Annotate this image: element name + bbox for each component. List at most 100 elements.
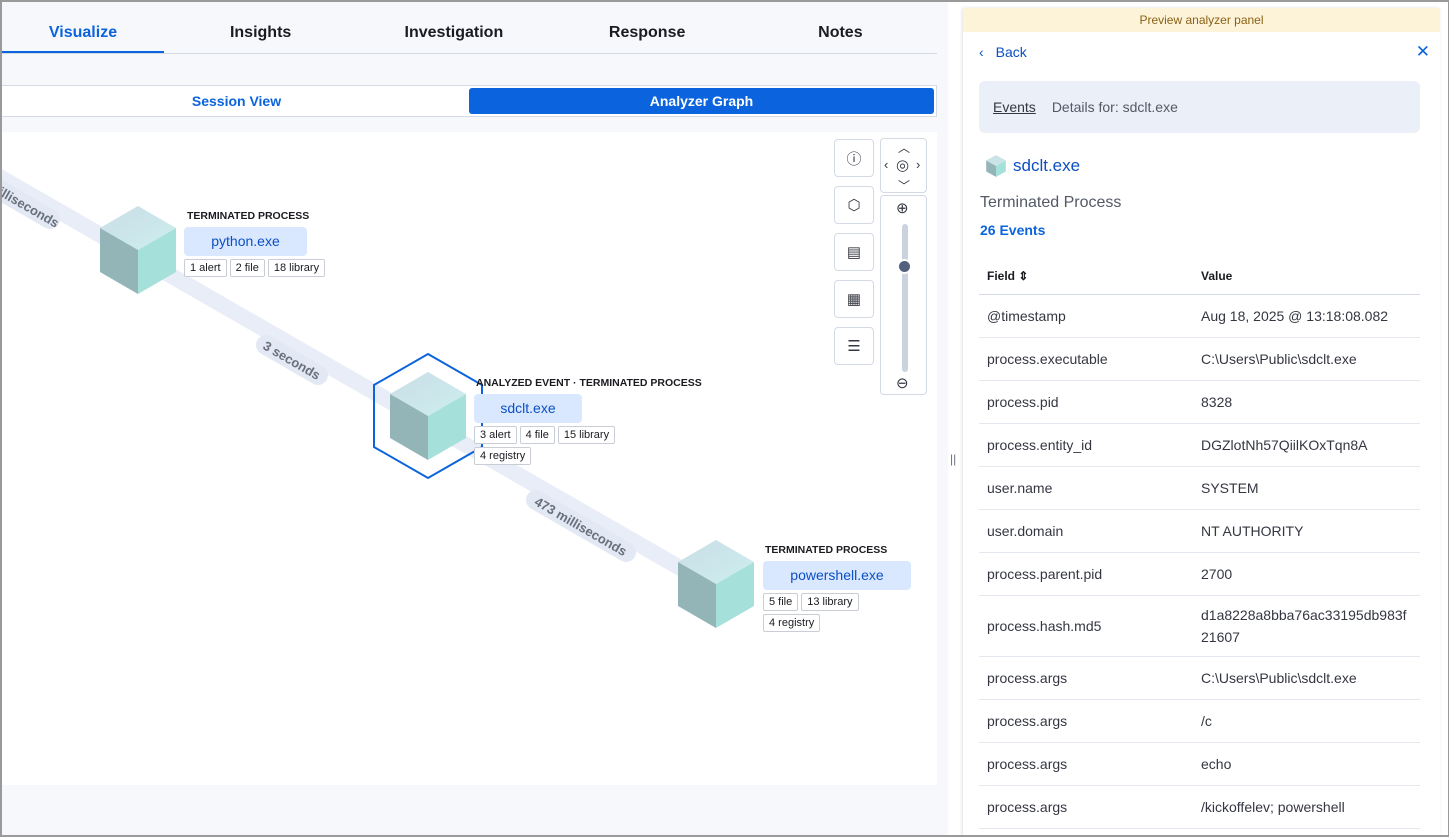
tab-investigation[interactable]: Investigation bbox=[404, 24, 504, 41]
preview-panel: Preview analyzer panel ‹ Back ✕ Events Det… bbox=[963, 8, 1440, 837]
selected-hexagon bbox=[373, 352, 483, 480]
value-cell: 8328 bbox=[1193, 380, 1420, 424]
hexagon-icon[interactable]: ⬡ bbox=[834, 186, 874, 224]
pan-down-icon[interactable]: ﹀ bbox=[898, 179, 911, 193]
main-area: Visualize Insights Investigation Respons… bbox=[2, 2, 948, 835]
value-cell: C:\Users\Public\sdclt.exe bbox=[1193, 656, 1420, 700]
field-header-label: Field bbox=[987, 268, 1016, 283]
tab-notes[interactable]: Notes bbox=[818, 24, 863, 41]
node-name-button[interactable]: sdclt.exe bbox=[474, 394, 582, 423]
pan-control: ︿ ‹ ◎ › ﹀ bbox=[880, 138, 927, 193]
field-cell: process.entity_id bbox=[979, 423, 1193, 467]
field-cell: process.pid bbox=[979, 380, 1193, 424]
analyzer-graph-button[interactable]: Analyzer Graph bbox=[469, 88, 934, 114]
pan-right-icon[interactable]: › bbox=[916, 157, 921, 172]
breadcrumb-events-link[interactable]: Events bbox=[993, 99, 1036, 115]
tab-visualize[interactable]: Visualize bbox=[2, 14, 164, 53]
stat-pill[interactable]: 18 library bbox=[267, 259, 326, 277]
table-row: process.args echo bbox=[979, 742, 1420, 786]
center-icon[interactable]: ◎ bbox=[896, 157, 910, 174]
field-cell: user.name bbox=[979, 466, 1193, 510]
stat-pill[interactable]: 1 alert bbox=[184, 259, 227, 277]
node-name-button[interactable]: powershell.exe bbox=[763, 561, 911, 590]
value-header: Value bbox=[1193, 258, 1420, 295]
zoom-out-icon[interactable]: ⊖ bbox=[896, 375, 909, 392]
field-cell: process.args bbox=[979, 699, 1193, 743]
field-cell: process.hash.md5 bbox=[979, 595, 1193, 657]
pan-left-icon[interactable]: ‹ bbox=[884, 157, 889, 172]
field-cell: user.domain bbox=[979, 509, 1193, 553]
stat-pill[interactable]: 4 registry bbox=[474, 447, 532, 465]
table-row: process.executable C:\Users\Public\sdclt.… bbox=[979, 337, 1420, 381]
field-cell: process.args bbox=[979, 785, 1193, 829]
stat-pill[interactable]: 2 file bbox=[229, 259, 265, 277]
zoom-slider[interactable] bbox=[902, 224, 908, 372]
events-link[interactable]: 26 Events bbox=[980, 222, 1046, 238]
info-icon[interactable]: ⓘ bbox=[834, 139, 874, 177]
node-type: TERMINATED PROCESS bbox=[187, 210, 310, 222]
process-cube-icon[interactable] bbox=[678, 540, 754, 628]
value-cell: C:\Users\Public\sdclt.exe bbox=[1193, 337, 1420, 381]
zoom-in-icon[interactable]: ⊕ bbox=[896, 200, 909, 217]
stat-pill[interactable]: 13 library bbox=[801, 593, 859, 611]
value-cell: /c bbox=[1193, 699, 1420, 743]
process-cube-icon bbox=[986, 155, 1006, 177]
back-button[interactable]: ‹ Back bbox=[979, 44, 1027, 60]
node-settings-icon[interactable]: ▤ bbox=[834, 233, 874, 271]
stat-pill[interactable]: 15 library bbox=[557, 426, 616, 444]
close-icon[interactable]: ✕ bbox=[1415, 42, 1430, 61]
table-row: process.args/c bbox=[979, 699, 1420, 743]
value-cell: echo bbox=[1193, 742, 1420, 786]
field-cell: @timestamp bbox=[979, 294, 1193, 338]
stat-pill[interactable]: 4 file bbox=[519, 426, 555, 444]
analyzer-graph-canvas[interactable]: milliseconds 3 seconds 473 milliseconds … bbox=[2, 132, 937, 785]
value-cell: Aug 18, 2025 @ 13:18:08.082 bbox=[1193, 294, 1420, 338]
back-label: Back bbox=[995, 44, 1027, 60]
graph-edges: milliseconds 3 seconds 473 milliseconds bbox=[2, 169, 754, 628]
table-row: process.parent.pid 2700 bbox=[979, 552, 1420, 596]
field-cell: process.parent.pid bbox=[979, 552, 1193, 596]
tab-bar: Visualize Insights Investigation Respons… bbox=[2, 14, 937, 54]
list-icon[interactable]: ☰ bbox=[834, 327, 874, 365]
panel-title-text: sdclt.exe bbox=[1013, 156, 1081, 175]
node-name-button[interactable]: python.exe bbox=[184, 227, 307, 256]
table-row: process.args/kickoffelev; powershell bbox=[979, 785, 1420, 829]
resize-handle[interactable]: || bbox=[950, 452, 957, 466]
node-stats: 3 alert 4 file 15 library 4 registry bbox=[474, 426, 634, 465]
node-type: ANALYZED EVENT · TERMINATED PROCESS bbox=[476, 377, 702, 389]
table-row: user.domain NT AUTHORITY bbox=[979, 509, 1420, 553]
pan-up-icon[interactable]: ︿ bbox=[898, 141, 911, 155]
stat-pill[interactable]: 5 file bbox=[763, 593, 799, 611]
table-row: process.pid 8328 bbox=[979, 380, 1420, 424]
details-table: Field ⇕ Value @timestamp Aug 18, 2025 @ 13… bbox=[979, 258, 1420, 829]
value-cell: SYSTEM bbox=[1193, 466, 1420, 510]
table-row: @timestamp Aug 18, 2025 @ 13:18:08.082 bbox=[979, 294, 1420, 338]
tab-response[interactable]: Response bbox=[608, 24, 686, 41]
stat-pill[interactable]: 4 registry bbox=[763, 614, 821, 632]
zoom-slider-handle[interactable] bbox=[897, 259, 912, 274]
field-cell: process.args bbox=[979, 742, 1193, 786]
field-cell: process.executable bbox=[979, 337, 1193, 381]
view-toggle: Session View Analyzer Graph bbox=[2, 85, 937, 117]
value-cell: /kickoffelev; powershell bbox=[1193, 785, 1420, 829]
table-row: process.args C:\Users\Public\sdclt.exe bbox=[979, 656, 1420, 700]
value-cell: 2700 bbox=[1193, 552, 1420, 596]
field-header[interactable]: Field ⇕ bbox=[979, 258, 1193, 295]
node-stats: 5 file 13 library 4 registry bbox=[763, 593, 873, 632]
value-cell: d1a8228a8bba76ac33195db983f21607 bbox=[1193, 595, 1420, 657]
table-row: process.hash.md5 d1a8228a8bba76ac33195db9… bbox=[979, 595, 1420, 657]
tab-insights[interactable]: Insights bbox=[229, 24, 292, 41]
calendar-icon[interactable]: ▦ bbox=[834, 280, 874, 318]
panel-subtitle: Terminated Process bbox=[980, 194, 1122, 211]
stat-pill[interactable]: 3 alert bbox=[474, 426, 517, 444]
node-type: TERMINATED PROCESS bbox=[765, 544, 888, 556]
table-row: process.entity_id DGZlotNh57QiilKOxTqn8A bbox=[979, 423, 1420, 467]
session-view-button[interactable]: Session View bbox=[191, 93, 282, 109]
breadcrumb: Events Details for: sdclt.exe bbox=[979, 81, 1420, 133]
breadcrumb-current: Details for: sdclt.exe bbox=[1051, 99, 1178, 115]
sort-icon[interactable]: ⇕ bbox=[1018, 268, 1029, 283]
preview-banner: Preview analyzer panel bbox=[963, 8, 1440, 32]
value-cell: DGZlotNh57QiilKOxTqn8A bbox=[1193, 423, 1420, 467]
field-cell: process.args bbox=[979, 656, 1193, 700]
value-cell: NT AUTHORITY bbox=[1193, 509, 1420, 553]
